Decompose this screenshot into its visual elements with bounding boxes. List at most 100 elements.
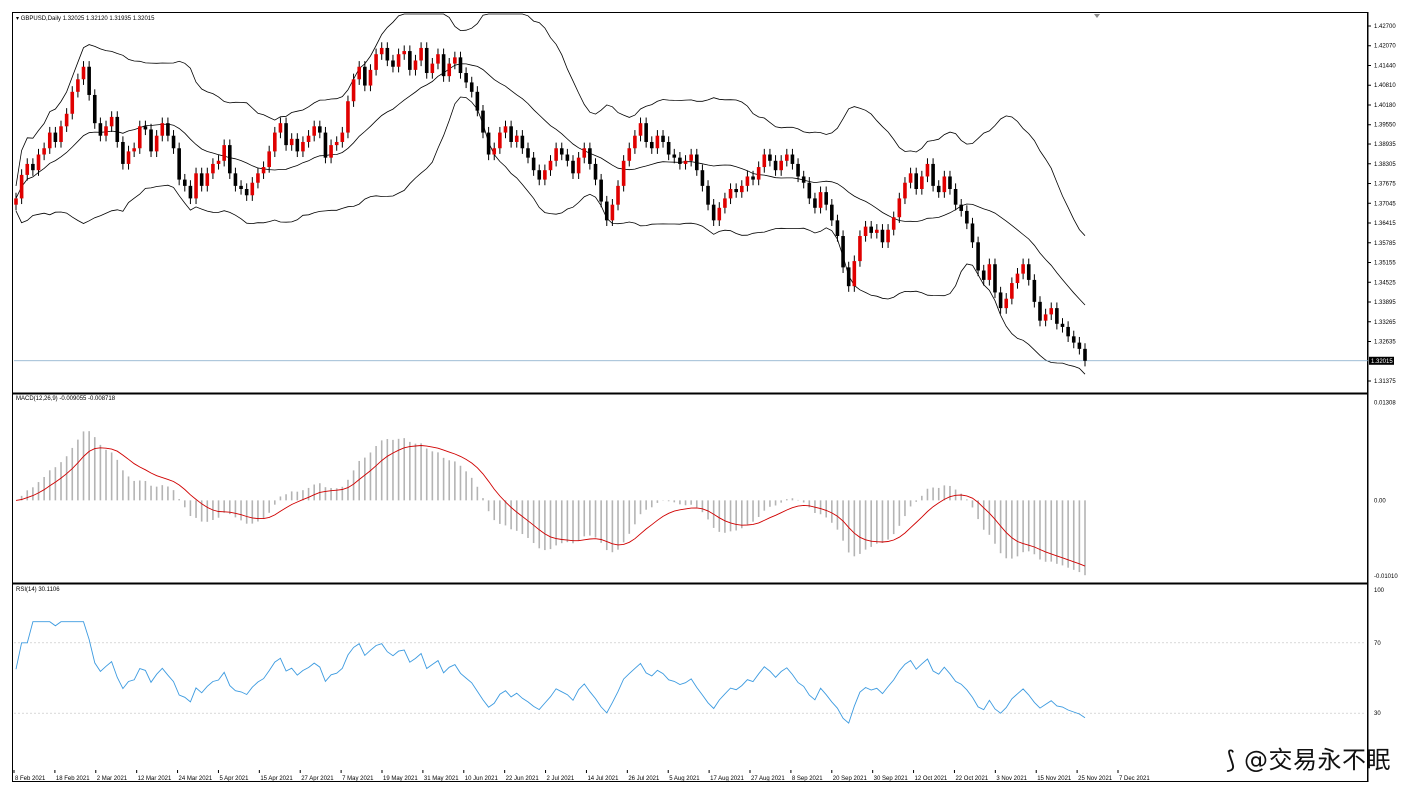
price-tick-label: 1.38935 <box>1374 142 1396 148</box>
candle-body <box>98 123 103 136</box>
rsi-path <box>15 621 1086 724</box>
candle-body <box>1043 314 1048 321</box>
candle-body <box>1038 301 1042 321</box>
candle-body <box>36 154 41 171</box>
candle-body <box>846 267 851 287</box>
x-tick-label: 30 Sep 2021 <box>874 776 909 782</box>
chart-menu-triangle-icon[interactable]: ▾ <box>16 16 21 22</box>
candle-body <box>678 157 682 164</box>
candle-body <box>430 63 435 74</box>
candle-body <box>880 229 885 243</box>
candle-body <box>723 198 727 208</box>
candle-body <box>481 110 485 133</box>
candle-body <box>565 154 570 161</box>
watermark-text: @交易永不眠 <box>1244 746 1391 774</box>
candle-body <box>959 204 964 211</box>
candle-body <box>537 170 542 180</box>
candle-body <box>104 126 108 136</box>
candle-body <box>514 135 519 142</box>
candle-body <box>306 135 311 142</box>
candle-body <box>768 154 772 161</box>
x-tick-label: 27 Apr 2021 <box>301 776 334 782</box>
candle-body <box>1021 264 1025 274</box>
candle-body <box>813 198 817 208</box>
candle-body <box>1004 298 1009 309</box>
candle-body <box>351 79 356 102</box>
candle-body <box>762 154 767 168</box>
price-candles <box>14 42 1087 367</box>
bollinger-bands <box>14 13 1368 375</box>
x-tick-label: 3 Nov 2021 <box>996 776 1027 782</box>
candle-body <box>137 126 142 149</box>
candle-body <box>689 154 693 161</box>
x-tick-label: 2 Mar 2021 <box>97 776 128 782</box>
candle-body <box>1015 273 1020 284</box>
candle-body <box>830 204 834 221</box>
candle-body <box>751 176 755 180</box>
band-lower <box>15 96 1086 375</box>
candle-body <box>222 145 226 161</box>
candle-body <box>706 185 710 205</box>
candle-body <box>576 157 581 174</box>
x-tick-label: 22 Jun 2021 <box>506 776 540 782</box>
candle-body <box>267 151 271 168</box>
candle-body <box>436 54 440 64</box>
price-tick-label: 1.42700 <box>1374 24 1396 30</box>
candle-body <box>374 54 378 70</box>
chart-shift-marker-icon <box>1094 14 1100 18</box>
price-tick-label: 1.40810 <box>1374 83 1396 89</box>
candle-body <box>87 66 91 95</box>
candle-body <box>717 207 722 221</box>
x-tick-label: 7 May 2021 <box>342 776 374 782</box>
candle-body <box>278 123 283 133</box>
candle-body <box>801 176 806 183</box>
candle-body <box>520 135 525 149</box>
candle-body <box>543 170 547 180</box>
x-tick-label: 15 Apr 2021 <box>260 776 293 782</box>
candle-body <box>908 173 913 183</box>
chart-header[interactable]: ▾ GBPUSD,Daily 1.32025 1.32120 1.31935 1… <box>16 15 154 22</box>
price-tick-label: 1.36415 <box>1374 221 1396 227</box>
candle-body <box>852 261 857 287</box>
rsi-tick-label: 100 <box>1374 588 1385 594</box>
candle-body <box>447 63 452 77</box>
candle-body <box>115 116 120 142</box>
candle-body <box>661 135 665 142</box>
macd-tick-label: 0.01308 <box>1374 400 1396 406</box>
candle-body <box>953 189 958 205</box>
watermark: ⟆ @交易永不眠 <box>1226 740 1391 775</box>
candle-body <box>126 151 131 164</box>
x-tick-label: 5 Aug 2021 <box>669 776 700 782</box>
candle-body <box>424 47 429 74</box>
candle-body <box>363 66 367 86</box>
candle-body <box>914 173 919 190</box>
current-price-label: 1.32015 <box>1371 359 1393 365</box>
candle-body <box>965 210 969 224</box>
candle-body <box>694 154 699 171</box>
candle-body <box>228 145 232 174</box>
candle-body <box>121 141 125 164</box>
candle-body <box>886 229 890 243</box>
candle-body <box>256 173 260 183</box>
candle-body <box>357 66 362 80</box>
band-middle <box>15 63 1086 306</box>
candle-body <box>160 123 165 136</box>
price-tick-label: 1.40180 <box>1374 103 1396 109</box>
candle-body <box>891 217 896 230</box>
candle-body <box>711 204 716 221</box>
candle-body <box>469 82 474 92</box>
candle-body <box>244 189 249 196</box>
rsi-header: RSI(14) 30.1106 <box>16 587 60 593</box>
candle-body <box>807 182 812 199</box>
candle-body <box>903 182 907 199</box>
candle-body <box>379 47 384 55</box>
candle-body <box>509 126 513 142</box>
candle-body <box>734 189 738 193</box>
candle-body <box>779 160 783 171</box>
candle-body <box>627 148 632 161</box>
candle-body <box>42 148 46 155</box>
price-tick-label: 1.33265 <box>1374 320 1396 326</box>
candle-body <box>385 47 390 61</box>
chart-window <box>12 12 1368 782</box>
